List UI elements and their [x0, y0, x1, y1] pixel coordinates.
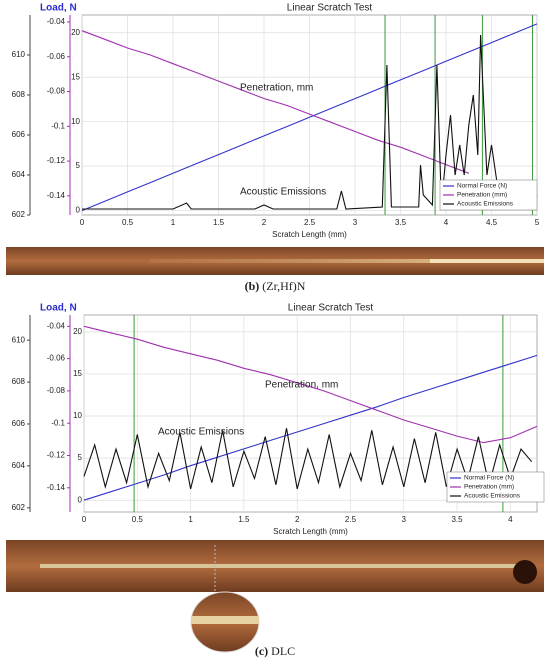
x-tick-label: 0 — [82, 515, 87, 524]
x-tick-label: 3.5 — [451, 515, 463, 524]
y2-tick-label: -0.08 — [47, 386, 66, 395]
y2-tick-label: -0.04 — [47, 17, 66, 26]
x-tick-label: 1 — [171, 218, 176, 227]
x-tick-label: 2 — [262, 218, 267, 227]
series-line — [83, 354, 538, 501]
legend-box — [439, 179, 538, 211]
annotation: Penetration, mm — [240, 83, 313, 94]
annotation: Acoustic Emissions — [240, 187, 326, 198]
y2-tick-label: -0.14 — [47, 191, 66, 200]
y2-tick-label: -0.06 — [47, 52, 66, 61]
y-tick-label: 0 — [76, 206, 81, 215]
annotation: Penetration, mm — [265, 380, 338, 391]
y-tick-label: 20 — [73, 327, 82, 336]
y3-tick-label: 608 — [12, 90, 26, 99]
series-line — [82, 34, 538, 210]
y2-tick-label: -0.14 — [47, 483, 66, 492]
y-tick-label: 15 — [71, 72, 80, 81]
x-tick-label: 2.5 — [304, 218, 316, 227]
series-line — [81, 23, 538, 212]
series-line — [83, 325, 538, 444]
y-tick-label: 5 — [78, 453, 83, 462]
y2-tick-label: -0.1 — [51, 121, 65, 130]
y3-tick-label: 606 — [12, 419, 26, 428]
legend-label: Penetration (mm) — [464, 484, 514, 491]
y2-tick-label: -0.1 — [51, 418, 65, 427]
series-line — [83, 428, 533, 490]
legend-label: Penetration (mm) — [457, 192, 507, 199]
y3-tick-label: 608 — [12, 377, 26, 386]
x-tick-label: 1.5 — [213, 218, 225, 227]
x-tick-label: 0 — [80, 218, 85, 227]
micrograph-c — [6, 540, 544, 653]
y3-tick-label: 610 — [12, 50, 26, 59]
caption-text: DLC — [271, 644, 295, 658]
x-tick-label: 3 — [353, 218, 358, 227]
y-tick-label: 10 — [73, 411, 82, 420]
y-tick-label: 0 — [78, 495, 83, 504]
caption-label: (b) — [245, 279, 260, 293]
y-axis-label: Load, N — [40, 303, 77, 314]
y2-tick-label: -0.12 — [47, 156, 66, 165]
y2-tick-label: -0.06 — [47, 354, 66, 363]
x-tick-label: 1 — [188, 515, 193, 524]
x-tick-label: 0.5 — [122, 218, 134, 227]
chart-panel: 0 0.5 1 1.5 2 2.5 3 3.5 4 4.5 5 0 5 10 15 20 -0.04 -0.06 -… — [12, 3, 540, 293]
micrograph-b — [6, 247, 544, 275]
x-tick-label: 1.5 — [238, 515, 250, 524]
x-tick-label: 4.5 — [486, 218, 498, 227]
series-line — [81, 30, 469, 174]
chart-title: Linear Scratch Test — [287, 3, 373, 14]
legend-box — [446, 471, 545, 503]
y3-tick-label: 602 — [12, 503, 26, 512]
caption: (c) DLC — [255, 644, 295, 658]
x-tick-label: 3 — [402, 515, 407, 524]
x-tick-label: 3.5 — [395, 218, 407, 227]
caption-text: (Zr,Hf)N — [262, 279, 306, 293]
y-axis-label: Load, N — [40, 3, 77, 14]
caption: (b) (Zr,Hf)N — [245, 279, 306, 293]
y-tick-label: 15 — [73, 369, 82, 378]
y3-tick-label: 602 — [12, 210, 26, 219]
y-tick-label: 10 — [71, 117, 80, 126]
x-tick-label: 4 — [508, 515, 513, 524]
y2-tick-label: -0.08 — [47, 87, 66, 96]
y3-tick-label: 604 — [12, 170, 26, 179]
legend-label: Acoustic Emissions — [464, 493, 521, 500]
y2-tick-label: -0.12 — [47, 451, 66, 460]
y-tick-label: 5 — [76, 161, 81, 170]
y-tick-label: 20 — [71, 28, 80, 37]
chart-panel: 0 0.5 1 1.5 2 2.5 3 3.5 4 0 5 10 15 20 -0.04 -0.06 -0.08… — [12, 303, 545, 658]
x-axis-label: Scratch Length (mm) — [272, 230, 347, 239]
y3-tick-label: 604 — [12, 461, 26, 470]
legend-label: Normal Force (N) — [464, 475, 514, 482]
y2-tick-label: -0.04 — [47, 321, 66, 330]
y3-tick-label: 606 — [12, 130, 26, 139]
chart-title: Linear Scratch Test — [288, 303, 374, 314]
caption-label: (c) — [255, 644, 268, 658]
x-axis-label: Scratch Length (mm) — [273, 527, 348, 536]
x-tick-label: 5 — [535, 218, 540, 227]
annotation: Acoustic Emissions — [158, 427, 244, 438]
x-tick-label: 2.5 — [345, 515, 357, 524]
x-tick-label: 0.5 — [132, 515, 144, 524]
legend-label: Acoustic Emissions — [457, 201, 514, 208]
y3-tick-label: 610 — [12, 335, 26, 344]
legend-label: Normal Force (N) — [457, 183, 507, 190]
x-tick-label: 4 — [444, 218, 449, 227]
x-tick-label: 2 — [295, 515, 300, 524]
